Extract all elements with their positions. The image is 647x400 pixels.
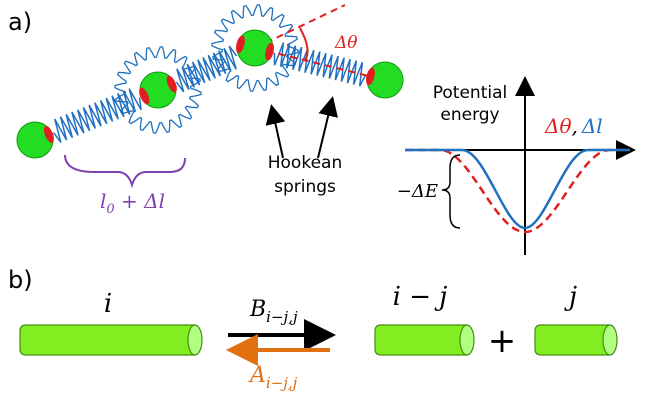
length-subscript: 0 — [106, 202, 114, 217]
spring — [54, 89, 142, 143]
backward-rate: Ai−j,j — [248, 363, 298, 392]
forward-rate: Bi−j,j — [249, 297, 298, 326]
springs-label-line: springs — [274, 177, 336, 197]
length-brace — [65, 155, 185, 185]
pointer-arrow — [272, 108, 283, 158]
length-suffix: + Δl — [115, 189, 165, 213]
springs-label-line: Hookean — [268, 153, 342, 173]
rate-subscript: i−j,j — [266, 374, 298, 392]
rate-subscript: i−j,j — [266, 308, 298, 326]
x-axis-separator: , — [571, 114, 577, 138]
cylinder-end — [188, 325, 202, 355]
cylinder — [535, 325, 610, 355]
rate-symbol: A — [248, 363, 266, 388]
cylinder-end — [460, 325, 474, 355]
length-potential — [405, 150, 630, 228]
pointer-arrow — [318, 100, 332, 158]
species-label: i — [104, 289, 112, 319]
depth-brace — [442, 155, 460, 228]
cylinder — [375, 325, 467, 355]
springs-label: Hookean springs — [268, 153, 342, 197]
plus-sign: + — [488, 321, 517, 361]
species-label: i − j — [393, 282, 448, 312]
x-axis-angle: Δθ — [544, 114, 571, 138]
figure: a) Δθ l0 + Δl Hookean springs Potentialen… — [0, 0, 647, 400]
cylinder-end — [603, 325, 617, 355]
well-depth-label: −ΔE — [397, 181, 438, 202]
springs — [54, 5, 366, 143]
rate-symbol: B — [249, 297, 266, 322]
cylinder — [20, 325, 195, 355]
x-axis-length: Δl — [581, 114, 603, 138]
species-label: j — [564, 282, 577, 312]
angle-label: Δθ — [334, 33, 358, 53]
panel-label: b) — [8, 266, 33, 294]
y-axis-label-line: Potential — [433, 83, 507, 103]
rest-length-label: l0 + Δl — [100, 189, 165, 217]
angle-potential — [405, 150, 630, 232]
y-axis-label-line: energy — [440, 105, 499, 125]
x-axis-label: Δθ,Δl — [544, 114, 603, 138]
panel-label: a) — [8, 8, 32, 36]
